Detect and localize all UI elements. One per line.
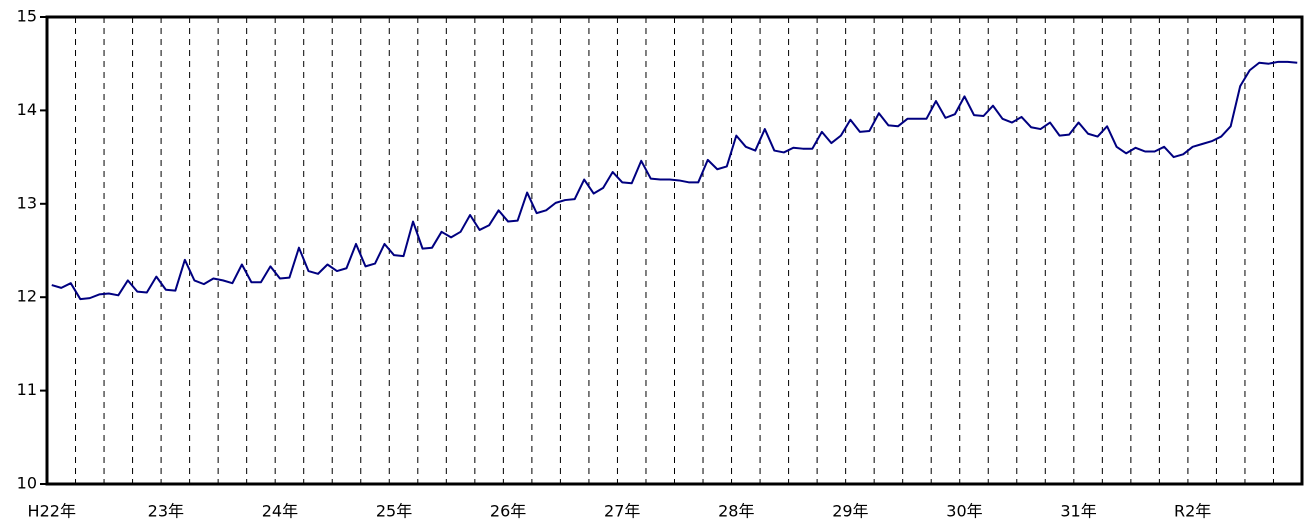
y-tick-label: 11 bbox=[17, 380, 37, 399]
x-tick-label: 30年 bbox=[946, 502, 982, 521]
y-tick-label: 13 bbox=[17, 193, 37, 212]
x-tick-label: R2年 bbox=[1174, 502, 1211, 521]
x-tick-label: H22年 bbox=[28, 502, 76, 521]
y-tick-label: 15 bbox=[17, 7, 37, 26]
x-tick-label: 27年 bbox=[604, 502, 640, 521]
y-tick-label: 12 bbox=[17, 287, 37, 306]
x-tick-label: 26年 bbox=[490, 502, 526, 521]
x-tick-label: 24年 bbox=[262, 502, 298, 521]
plot-border bbox=[45, 15, 1304, 486]
x-tick-label: 31年 bbox=[1060, 502, 1096, 521]
x-tick-label: 23年 bbox=[148, 502, 184, 521]
y-tick-label: 10 bbox=[17, 474, 37, 493]
x-tick-label: 25年 bbox=[376, 502, 412, 521]
line-series bbox=[51, 60, 1298, 301]
x-tick-label: 28年 bbox=[718, 502, 754, 521]
y-tick-label: 14 bbox=[17, 100, 37, 119]
x-tick-label: 29年 bbox=[832, 502, 868, 521]
